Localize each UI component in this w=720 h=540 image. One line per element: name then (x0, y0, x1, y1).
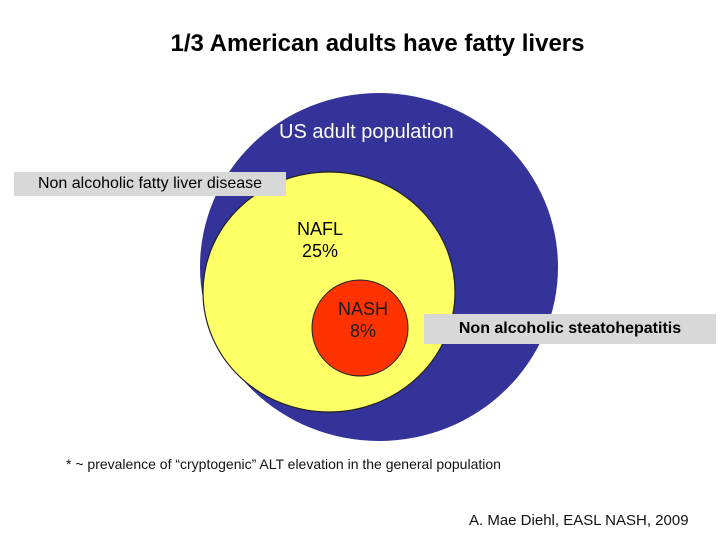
nash-value: 8% (349, 321, 376, 341)
nafl-label: NAFL (296, 219, 343, 239)
nash-label: NASH (337, 299, 388, 319)
page-title: 1/3 American adults have fatty livers (170, 30, 585, 57)
nafl-value: 25% (301, 241, 339, 261)
nafl-label-group: NAFL 25% (290, 218, 350, 262)
nafld-callout: Non alcoholic fatty liver disease (14, 172, 286, 196)
us-adult-population-label: US adult population (279, 121, 454, 143)
citation: A. Mae Diehl, EASL NASH, 2009 (469, 512, 689, 529)
footnote: * ~ prevalence of “cryptogenic” ALT elev… (66, 456, 501, 472)
nash-label-group: NASH 8% (328, 298, 398, 342)
nash-callout: Non alcoholic steatohepatitis (424, 314, 716, 344)
nash-circle (311, 279, 409, 377)
